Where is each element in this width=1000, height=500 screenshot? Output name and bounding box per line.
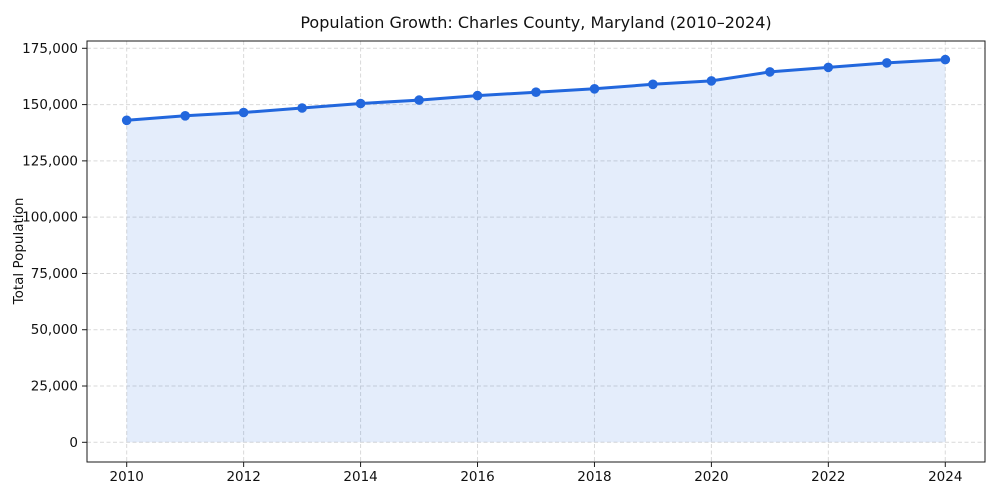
x-tick-label: 2010 bbox=[110, 469, 144, 485]
data-point-2022 bbox=[823, 62, 834, 73]
data-point-2014 bbox=[355, 98, 366, 109]
data-point-2018 bbox=[589, 84, 600, 94]
y-tick-label: 25,000 bbox=[31, 379, 78, 395]
y-tick-label: 125,000 bbox=[22, 153, 78, 169]
data-point-2016 bbox=[472, 90, 483, 101]
data-point-2021 bbox=[765, 67, 775, 77]
area-fill bbox=[126, 59, 946, 443]
data-point-2024 bbox=[940, 54, 951, 65]
x-tick-label: 2022 bbox=[811, 469, 845, 485]
data-point-2017 bbox=[531, 87, 541, 97]
data-point-2012 bbox=[238, 107, 249, 118]
x-tick-label: 2018 bbox=[577, 469, 611, 485]
chart-title: Population Growth: Charles County, Maryl… bbox=[300, 13, 772, 32]
x-tick-label: 2014 bbox=[343, 469, 377, 485]
data-point-2020 bbox=[706, 76, 717, 86]
data-point-2019 bbox=[648, 79, 658, 90]
data-point-2015 bbox=[414, 95, 424, 105]
x-tick-label: 2012 bbox=[226, 469, 260, 485]
data-point-2013 bbox=[297, 103, 307, 113]
x-tick-label: 2016 bbox=[460, 469, 494, 485]
y-tick-label: 50,000 bbox=[31, 322, 78, 338]
y-tick-label: 0 bbox=[69, 435, 78, 451]
y-tick-label: 100,000 bbox=[22, 210, 78, 226]
data-point-2010 bbox=[121, 115, 132, 126]
x-tick-label: 2024 bbox=[928, 469, 962, 485]
y-tick-label: 150,000 bbox=[22, 97, 78, 113]
x-tick-label: 2020 bbox=[694, 469, 728, 485]
plot-border bbox=[86, 40, 986, 463]
y-tick-label: 175,000 bbox=[22, 41, 78, 57]
y-tick-label: 75,000 bbox=[31, 266, 78, 282]
data-point-2023 bbox=[882, 58, 892, 68]
data-point-2011 bbox=[180, 111, 190, 121]
